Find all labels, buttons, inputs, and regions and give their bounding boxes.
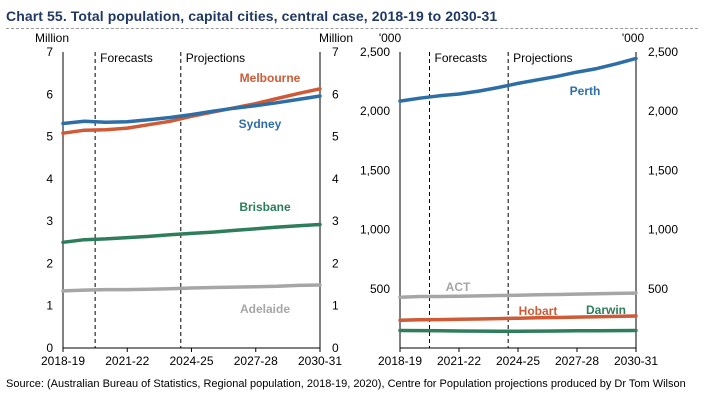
panel2-x-tick-label: 2021-22 bbox=[437, 354, 481, 368]
panel1-y-tick-right: 3 bbox=[332, 214, 339, 228]
panel2-y-tick-right: 1,500 bbox=[648, 163, 678, 177]
panel1-y-tick-right: 0 bbox=[332, 341, 339, 355]
panel1-y-tick-left: 4 bbox=[46, 172, 53, 186]
panel1-label-sydney: Sydney bbox=[239, 117, 282, 131]
panel1-x-tick-label: 2018-19 bbox=[41, 354, 85, 368]
panel1-y-tick-right: 2 bbox=[332, 256, 339, 270]
panel1-x-tick-label: 2024-25 bbox=[169, 354, 213, 368]
panel2-y-tick-left: 2,500 bbox=[360, 45, 390, 59]
panel1-series-melbourne bbox=[61, 87, 322, 135]
panel2-series-hobart bbox=[398, 314, 638, 322]
panel1-y-tick-right: 1 bbox=[332, 299, 339, 313]
title-divider bbox=[6, 28, 698, 29]
panel1-y-tick-left: 3 bbox=[46, 214, 53, 228]
panel1-label-adelaide: Adelaide bbox=[240, 302, 290, 316]
panel2-x-tick-label: 2027-28 bbox=[555, 354, 599, 368]
panel1-x-tick-label: 2021-22 bbox=[105, 354, 149, 368]
chart-title: Chart 55. Total population, capital citi… bbox=[6, 8, 498, 24]
panel2-label-act: ACT bbox=[446, 280, 471, 294]
panel2-y-tick-right: 2,500 bbox=[648, 45, 678, 59]
source-note: Source: (Australian Bureau of Statistics… bbox=[6, 378, 686, 390]
panel2-y-tick-left: 1,500 bbox=[360, 163, 390, 177]
panel1-forecasts-label: Forecasts bbox=[100, 51, 153, 65]
panel1-unit-right: Million bbox=[319, 31, 353, 45]
panel1-y-tick-right: 7 bbox=[332, 45, 339, 59]
panel1-y-tick-left: 0 bbox=[46, 341, 53, 355]
panel2-series-act bbox=[398, 291, 638, 300]
panel2-x-tick-label: 2024-25 bbox=[496, 354, 540, 368]
panel1-y-tick-left: 1 bbox=[46, 299, 53, 313]
panel1-series-brisbane bbox=[61, 222, 322, 245]
panel2-label-hobart: Hobart bbox=[519, 304, 558, 318]
panel2-x-tick-label: 2030-31 bbox=[614, 354, 658, 368]
panel1-x-tick-label: 2027-28 bbox=[234, 354, 278, 368]
panel2-series-perth bbox=[398, 56, 638, 103]
panel2-y-tick-left: 1,000 bbox=[360, 223, 390, 237]
panel1-y-tick-left: 2 bbox=[46, 256, 53, 270]
panel1-y-tick-right: 6 bbox=[332, 87, 339, 101]
panel2-unit-left: '000 bbox=[379, 31, 402, 45]
panel1-y-tick-left: 5 bbox=[46, 130, 53, 144]
panel2-y-tick-right: 500 bbox=[648, 282, 668, 296]
panel2-unit-right: '000 bbox=[622, 31, 645, 45]
panel2-x-tick-label: 2018-19 bbox=[378, 354, 422, 368]
panel2-forecasts-label: Forecasts bbox=[435, 51, 488, 65]
panel1-projections-label: Projections bbox=[186, 51, 245, 65]
panel2-label-perth: Perth bbox=[570, 84, 601, 98]
panel2-label-darwin: Darwin bbox=[586, 303, 626, 317]
panel1-series-adelaide bbox=[61, 283, 322, 293]
panel1-unit-left: Million bbox=[35, 31, 69, 45]
panel1-label-brisbane: Brisbane bbox=[239, 200, 291, 214]
panel2-y-tick-left: 2,000 bbox=[360, 104, 390, 118]
panel1-y-tick-right: 4 bbox=[332, 172, 339, 186]
panel1-y-tick-right: 5 bbox=[332, 130, 339, 144]
panel2-projections-label: Projections bbox=[513, 51, 572, 65]
panel2-y-tick-right: 1,000 bbox=[648, 223, 678, 237]
panel1-x-tick-label: 2030-31 bbox=[298, 354, 342, 368]
panel2-y-tick-right: 2,000 bbox=[648, 104, 678, 118]
panel1-label-melbourne: Melbourne bbox=[240, 71, 301, 85]
panel2-series-darwin bbox=[398, 328, 638, 333]
panel1-y-tick-left: 6 bbox=[46, 87, 53, 101]
panel1-y-tick-left: 7 bbox=[46, 45, 53, 59]
panel1-series-sydney bbox=[61, 94, 322, 126]
panel2-y-tick-left: 500 bbox=[370, 282, 390, 296]
